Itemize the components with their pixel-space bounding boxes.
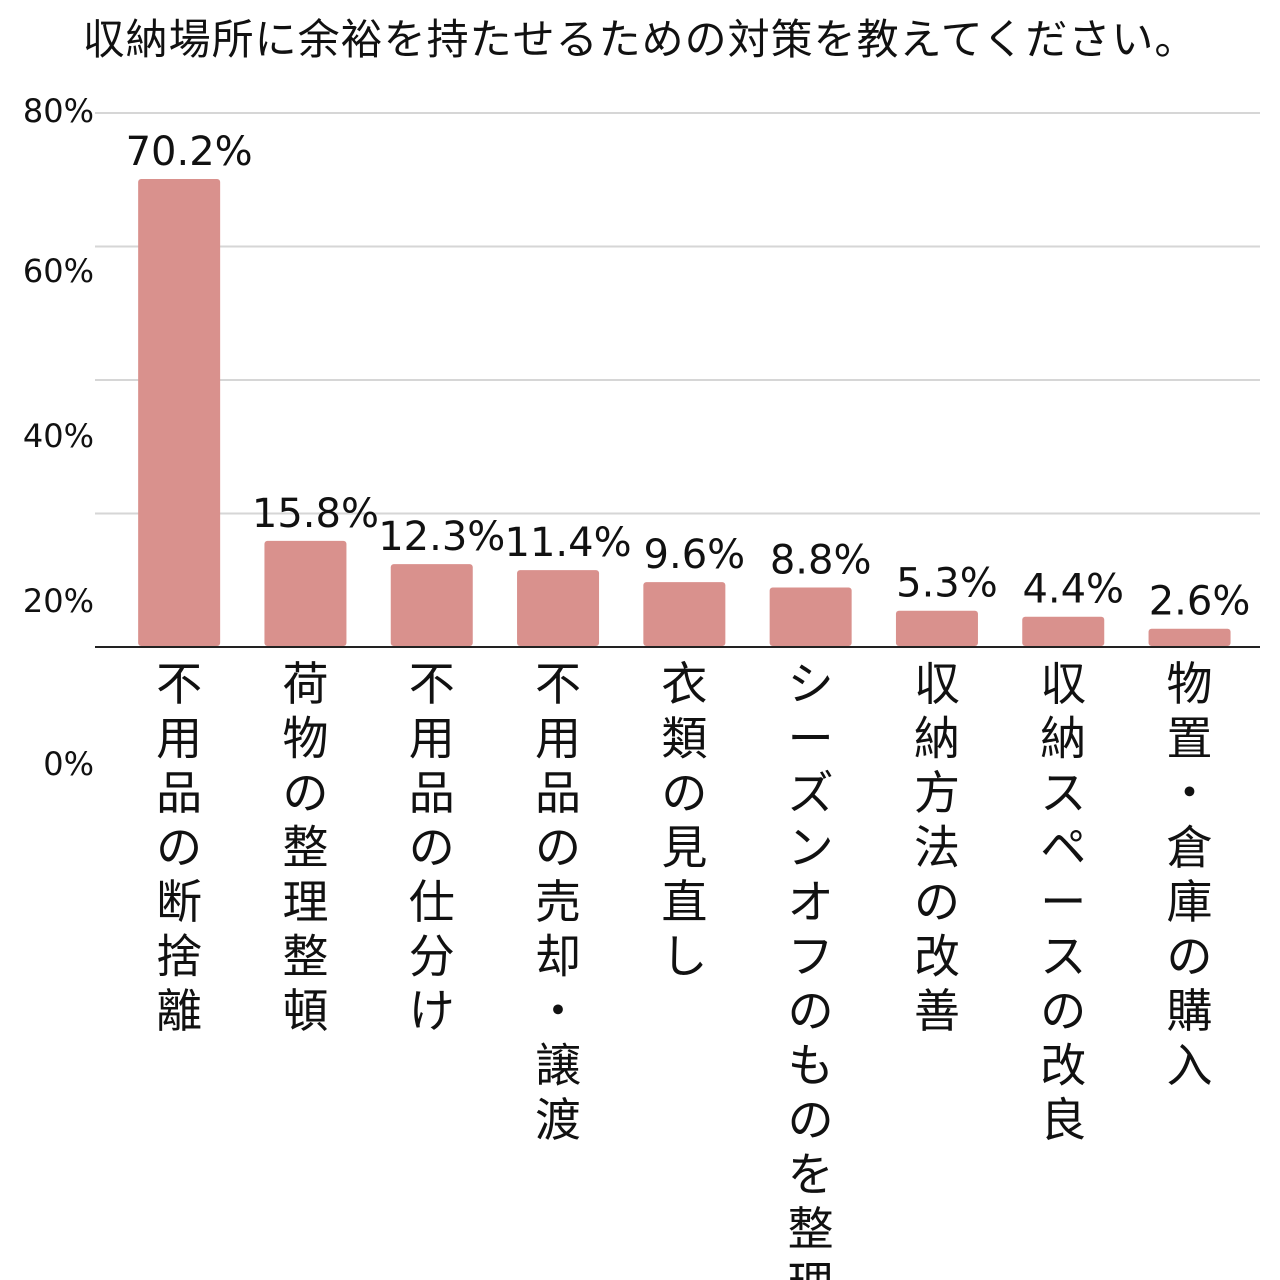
data-labels: 70.2% 15.8%12.3% 11.4% 9.6% 8.8% 5.3% 4.4% 2.6% — [126, 129, 1251, 625]
y-tick-label: 60% — [23, 252, 94, 290]
x-tick-label: 衣類の見直し — [661, 657, 707, 984]
x-axis-labels: 不用品の断捨離 荷物の整理整頓 不用品の仕分け 不用品の売却・譲渡 衣類の見直し シーズン… — [156, 657, 1212, 1280]
y-tick-label: 0% — [43, 745, 94, 783]
data-label: 2.6% — [1149, 579, 1251, 625]
data-label: 11.4% — [505, 520, 632, 566]
x-tick-label: シーズンオフのものを整理 — [788, 657, 834, 1280]
data-label: 8.8% — [770, 537, 872, 583]
x-tick-label: 不用品の売却・譲渡 — [535, 657, 581, 1147]
data-label: 4.4% — [1022, 567, 1124, 613]
chart-title: 収納場所に余裕を持たせるための対策を教えてください。 — [82, 15, 1198, 64]
bar — [1148, 628, 1231, 646]
gridlines — [95, 112, 1260, 515]
x-tick-label: 不用品の仕分け — [409, 657, 455, 1038]
bar — [643, 582, 726, 646]
y-tick-label: 20% — [23, 582, 94, 620]
bar — [138, 179, 221, 646]
data-label: 9.6% — [644, 532, 746, 578]
bar — [390, 564, 473, 646]
x-tick-label: 収納方法の改善 — [914, 657, 960, 1038]
bar — [1022, 616, 1105, 646]
x-tick-label: 荷物の整理整頓 — [282, 657, 328, 1038]
x-tick-label: 不用品の断捨離 — [156, 657, 202, 1038]
data-label: 70.2% — [126, 129, 253, 175]
x-tick-label: 物置・倉庫の購入 — [1167, 657, 1213, 1093]
bar — [769, 587, 852, 646]
bar — [895, 610, 978, 646]
data-label: 5.3% — [896, 561, 998, 607]
y-tick-label: 40% — [23, 417, 94, 455]
y-tick-label: 80% — [23, 92, 94, 130]
bar — [264, 540, 347, 646]
bar — [517, 570, 600, 646]
data-label: 15.8% — [252, 491, 379, 537]
bars — [138, 179, 1231, 646]
x-tick-label: 収納スペースの改良 — [1040, 657, 1086, 1147]
data-label: 12.3% — [378, 514, 505, 560]
y-axis-ticks: 0% 20% 40% 60% 80% — [23, 92, 94, 783]
